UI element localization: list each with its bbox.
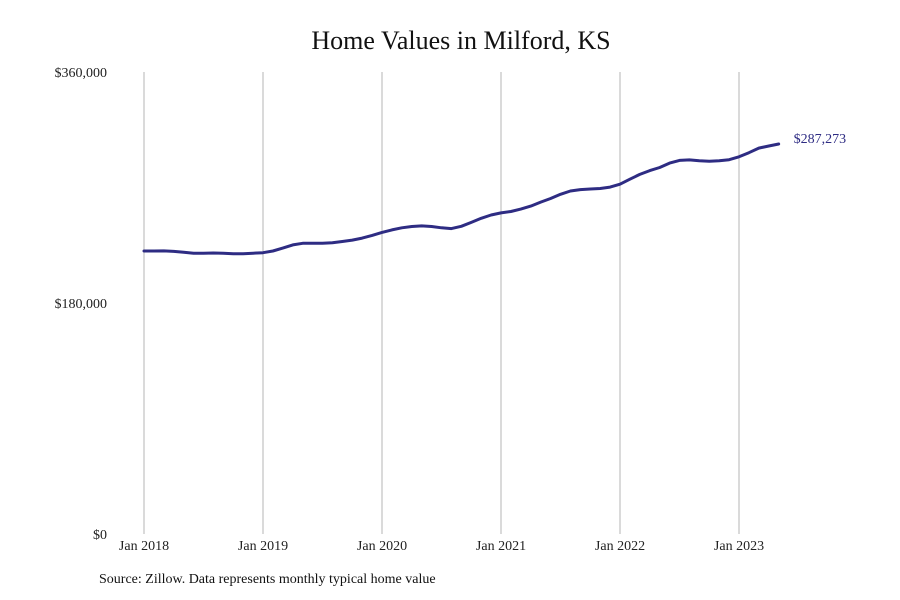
series-line (142, 142, 781, 256)
x-tick-label: Jan 2020 (357, 539, 407, 554)
y-axis-ticks: $0 $180,000 $360,000 (55, 66, 108, 543)
end-value-label-group: $287,273 (794, 132, 847, 147)
x-tick-label: Jan 2022 (595, 539, 645, 554)
series-lines (142, 142, 781, 256)
x-gridlines (143, 72, 740, 534)
x-axis-ticks: Jan 2018 Jan 2019 Jan 2020 Jan 2021 Jan 2022… (119, 539, 764, 554)
x-tick-label: Jan 2019 (238, 539, 288, 554)
x-tick-label: Jan 2023 (714, 539, 764, 554)
y-tick-label: $180,000 (55, 297, 108, 312)
chart-title: Home Values in Milford, KS (311, 26, 611, 55)
y-tick-label: $0 (93, 528, 107, 543)
y-tick-label: $360,000 (55, 66, 108, 81)
source-note: Source: Zillow. Data represents monthly … (99, 572, 436, 587)
x-tick-label: Jan 2021 (476, 539, 526, 554)
x-tick-label: Jan 2018 (119, 539, 169, 554)
end-value-label: $287,273 (794, 132, 847, 147)
